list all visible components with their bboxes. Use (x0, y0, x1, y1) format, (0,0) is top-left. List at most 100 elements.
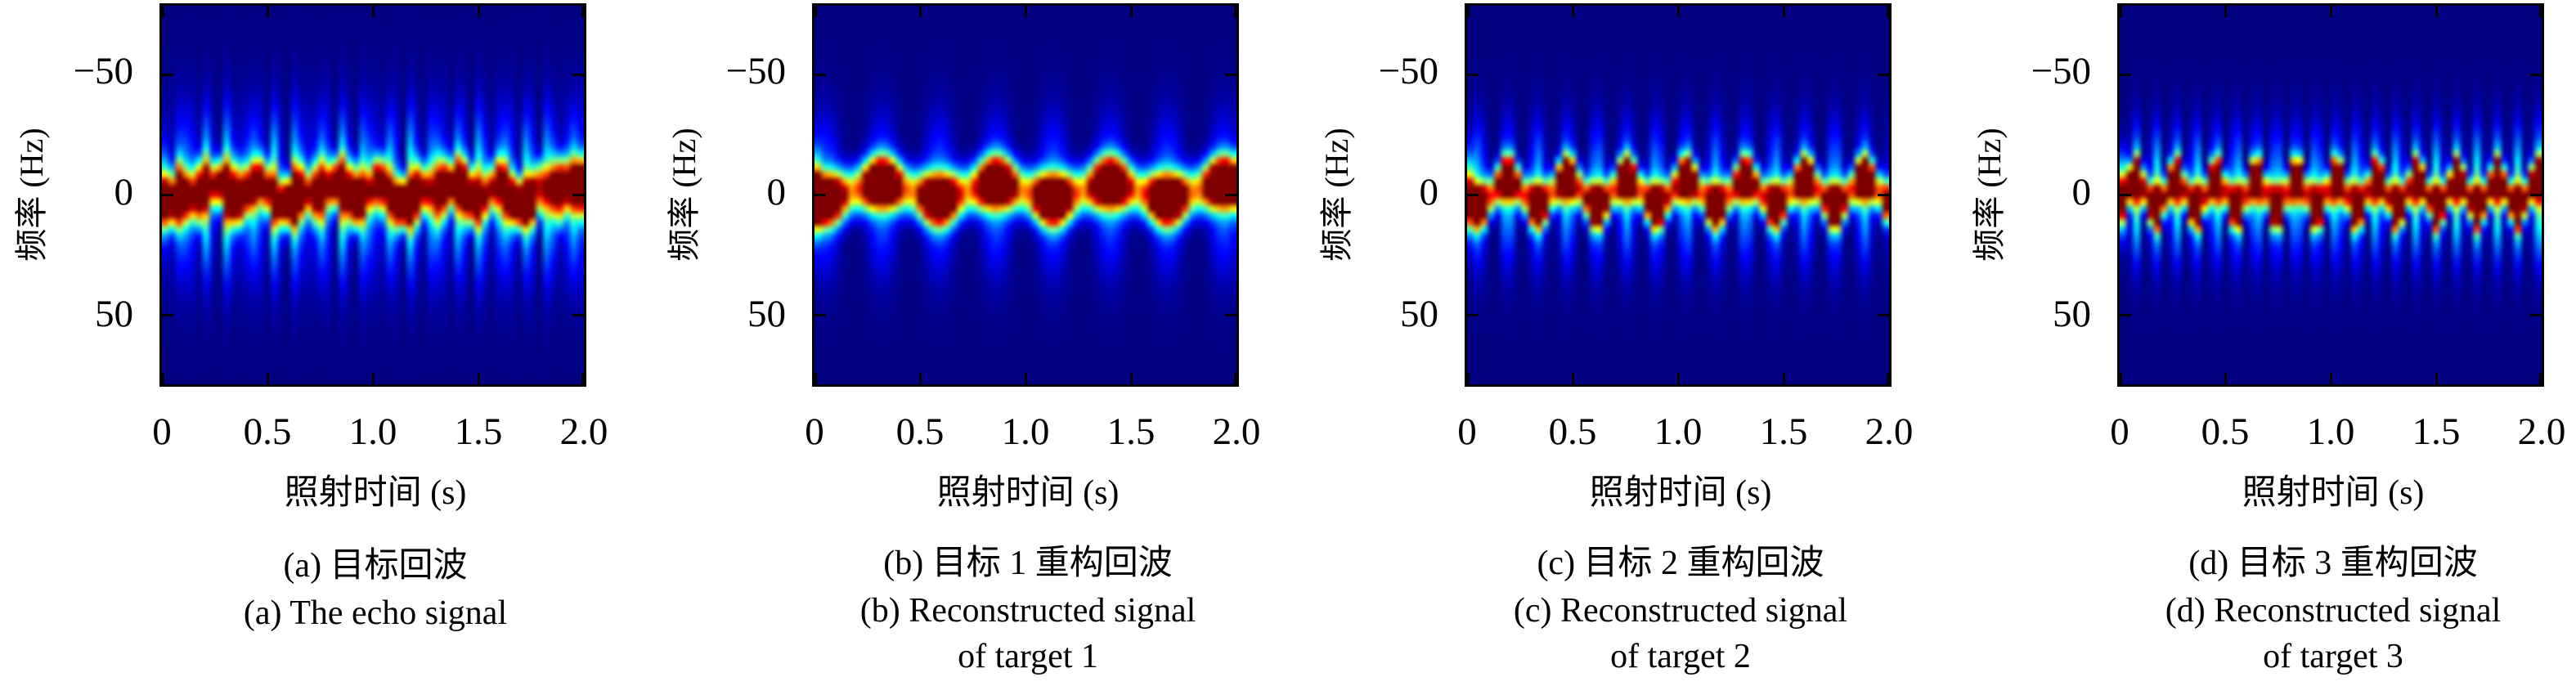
x-tick-mark (1467, 6, 1470, 17)
x-tick-label: 0.5 (2201, 410, 2250, 453)
y-tick-label: 50 (747, 293, 786, 335)
caption-en: (b) Reconstructed signal (859, 592, 1196, 630)
x-axis-label: 照射时间 (s) (2242, 474, 2425, 512)
x-tick-mark (2435, 6, 2438, 17)
x-tick-mark (1129, 6, 1133, 17)
x-tick-mark (581, 6, 584, 17)
y-tick-mark (572, 313, 584, 316)
y-tick-label: 0 (766, 171, 787, 213)
spectrogram-canvas-a (162, 6, 584, 384)
y-tick-label: 50 (1400, 293, 1438, 335)
y-tick-label: 0 (114, 171, 134, 213)
x-tick-label: 1.5 (2412, 410, 2461, 453)
x-tick-mark (2329, 6, 2332, 17)
y-tick-label: 50 (95, 293, 133, 335)
x-tick-label: 1.5 (1106, 410, 1156, 453)
y-tick-mark (815, 313, 826, 316)
figure-panel-d: 频率 (Hz) −50 0 50 0 0.5 1.0 1.5 2.0 照射时间 … (1971, 3, 2565, 675)
x-tick-mark (1676, 6, 1680, 17)
x-tick-mark (581, 373, 584, 384)
y-tick-mark (572, 74, 584, 77)
x-tick-mark (1129, 373, 1133, 384)
x-tick-mark (371, 6, 375, 17)
x-tick-mark (2120, 373, 2122, 384)
x-tick-mark (1571, 6, 1574, 17)
x-tick-mark (1024, 373, 1027, 384)
y-tick-mark (2120, 313, 2131, 316)
x-tick-label: 0 (2110, 410, 2129, 453)
x-tick-mark (2435, 373, 2438, 384)
x-tick-mark (1234, 6, 1236, 17)
y-tick-label: −50 (1378, 50, 1438, 92)
y-tick-mark (2120, 194, 2131, 196)
x-tick-mark (162, 6, 164, 17)
x-tick-label: 1.0 (1654, 410, 1703, 453)
x-tick-mark (2224, 6, 2227, 17)
y-tick-mark (2120, 74, 2131, 77)
x-tick-mark (1234, 373, 1236, 384)
x-tick-mark (1887, 373, 1889, 384)
y-tick-mark (2530, 74, 2542, 77)
x-tick-mark (162, 373, 164, 384)
x-tick-label: 2.0 (559, 410, 608, 453)
y-tick-mark (1467, 194, 1479, 196)
x-tick-mark (918, 6, 922, 17)
x-tick-label: 1.5 (454, 410, 503, 453)
caption-en2: of target 2 (1610, 638, 1751, 675)
y-tick-label: −50 (725, 50, 786, 92)
x-tick-label: 0 (805, 410, 824, 453)
spectrogram-canvas-d (2120, 6, 2542, 384)
caption-en: (d) Reconstructed signal (2165, 592, 2502, 630)
caption-zh: (a) 目标回波 (283, 547, 468, 585)
y-tick-mark (1225, 74, 1236, 77)
y-tick-mark (572, 194, 584, 196)
caption-zh: (c) 目标 2 重构回波 (1537, 545, 1824, 582)
x-tick-mark (918, 373, 922, 384)
figure-panel-a: 频率 (Hz) −50 0 50 0 0.5 1.0 1.5 2.0 照射时间 … (13, 3, 608, 632)
spectrogram-canvas-b (815, 6, 1236, 384)
x-tick-mark (477, 6, 480, 17)
y-tick-mark (162, 194, 173, 196)
x-tick-mark (371, 373, 375, 384)
x-tick-label: 2.0 (2517, 410, 2566, 453)
x-tick-mark (1024, 6, 1027, 17)
y-tick-label: 50 (2053, 293, 2091, 335)
y-tick-mark (815, 194, 826, 196)
x-tick-mark (2329, 373, 2332, 384)
spectrogram-canvas-c (1467, 6, 1889, 384)
x-tick-mark (1782, 6, 1785, 17)
y-tick-mark (2530, 313, 2542, 316)
x-tick-label: 0.5 (1548, 410, 1597, 453)
y-tick-label: 0 (2071, 171, 2092, 213)
caption-en: (c) Reconstructed signal (1513, 592, 1848, 630)
y-tick-mark (1467, 74, 1479, 77)
x-tick-mark (266, 6, 269, 17)
x-tick-label: 1.0 (348, 410, 397, 453)
x-tick-mark (815, 373, 817, 384)
figure-panel-c: 频率 (Hz) −50 0 50 0 0.5 1.0 1.5 2.0 照射时间 … (1318, 3, 1913, 675)
x-axis-label: 照射时间 (s) (1589, 474, 1772, 512)
x-tick-mark (2224, 373, 2227, 384)
x-tick-mark (1571, 373, 1574, 384)
y-tick-mark (1467, 313, 1479, 316)
caption-zh: (b) 目标 1 重构回波 (883, 545, 1173, 582)
y-tick-label: −50 (73, 50, 133, 92)
y-tick-mark (1878, 74, 1889, 77)
y-tick-label: 0 (1419, 171, 1439, 213)
x-tick-label: 0 (152, 410, 172, 453)
x-tick-mark (815, 6, 817, 17)
y-tick-mark (2530, 194, 2542, 196)
x-tick-mark (1782, 373, 1785, 384)
x-tick-mark (2539, 6, 2542, 17)
y-tick-mark (162, 313, 173, 316)
y-tick-mark (1225, 194, 1236, 196)
x-tick-mark (2539, 373, 2542, 384)
x-tick-label: 1.0 (2306, 410, 2355, 453)
x-tick-mark (1887, 6, 1889, 17)
y-tick-mark (162, 74, 173, 77)
y-tick-mark (1878, 194, 1889, 196)
x-tick-label: 2.0 (1865, 410, 1914, 453)
caption-en2: of target 1 (958, 638, 1098, 675)
x-axis-label: 照射时间 (s) (936, 474, 1120, 512)
